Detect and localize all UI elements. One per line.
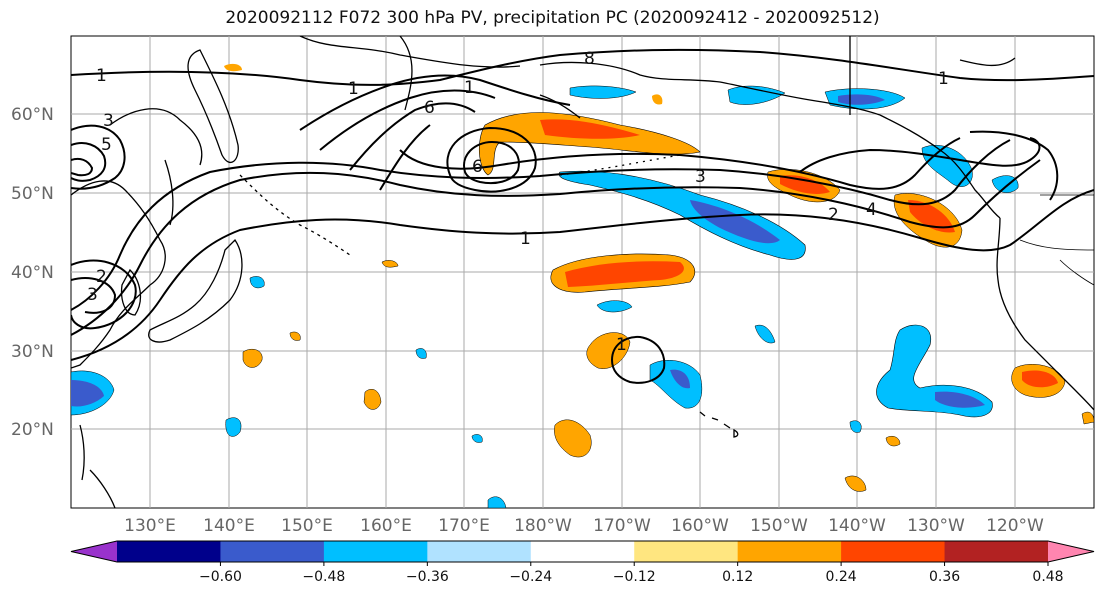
lon-label: 160°E (360, 516, 412, 536)
colorbar-tick-label: −0.48 (302, 569, 345, 585)
precip-negative-region (487, 496, 507, 508)
contour-label: 4 (866, 200, 877, 220)
contour-label: 3 (103, 111, 114, 131)
precip-strong-positive-region (780, 175, 830, 195)
precip-negative-region (754, 324, 776, 344)
colorbar-swatch (737, 541, 842, 562)
precip-strong-positive-region (540, 119, 640, 139)
lon-label: 130°W (907, 516, 965, 536)
precip-positive-region (652, 94, 663, 105)
precip-positive-region (479, 112, 701, 176)
contour-label: 1 (96, 66, 107, 86)
precip-positive-region (554, 419, 592, 458)
precip-positive-region (381, 260, 399, 268)
contour-labels: 1 1 1 1 1 2 2 3 3 3 4 5 6 6 8 1 (87, 49, 949, 355)
lon-label: 130°E (124, 516, 176, 536)
colorbar-outline (70, 540, 1095, 563)
colorbar-extend-low (71, 541, 117, 562)
lon-label: 120°W (986, 516, 1044, 536)
coastlines (71, 36, 1094, 508)
precip-positive-region (224, 63, 242, 72)
precip-negative-region (415, 348, 427, 359)
lat-label: 50°N (11, 184, 54, 204)
lat-label: 40°N (11, 263, 54, 283)
colorbar-swatch (117, 541, 221, 562)
precip-positive-region (844, 475, 867, 492)
contour-label: 6 (472, 157, 483, 177)
figure-title: 2020092112 F072 300 hPa PV, precipitatio… (225, 8, 880, 28)
lon-label: 150°W (750, 516, 808, 536)
precip-negative-region (849, 420, 862, 433)
precip-strong-negative-region (71, 380, 104, 407)
colorbar-swatch (323, 541, 428, 562)
colorbar-swatch (530, 541, 635, 562)
pv-contours (71, 48, 1094, 384)
lon-label: 140°W (828, 516, 886, 536)
precip-positive-region (1081, 411, 1094, 425)
precip-strong-negative-region (690, 200, 780, 244)
colorbar-tick-label: −0.24 (509, 569, 552, 585)
precip-positive-region (289, 331, 301, 341)
colorbar-swatch (220, 541, 325, 562)
pv-closed-contour (610, 335, 666, 384)
contour-label: 1 (616, 335, 627, 355)
colorbar-swatch (841, 541, 946, 562)
lat-label: 20°N (11, 420, 54, 440)
lat-label: 60°N (11, 105, 54, 125)
contour-label: 1 (464, 78, 475, 98)
contour-label: 2 (96, 267, 107, 287)
colorbar-tick-label: −0.36 (406, 569, 449, 585)
contour-label: 8 (584, 49, 595, 69)
contour-label: 5 (101, 135, 112, 155)
colorbar-tick-label: 0.36 (929, 569, 960, 585)
colorbar-tick-label: −0.60 (199, 569, 242, 585)
precip-positive-region (242, 349, 263, 368)
precip-negative-region (225, 417, 242, 437)
lon-label: 150°E (281, 516, 333, 536)
precip-positive-region (363, 389, 382, 410)
precip-strong-positive-region (565, 261, 684, 287)
colorbar: −0.60 −0.48 −0.36 −0.24 −0.12 0.12 0.24 0.36 0.4… (70, 540, 1095, 585)
precip-strong-negative-region (935, 391, 985, 408)
lon-label: 170°E (438, 516, 490, 536)
contour-label: 3 (695, 167, 706, 187)
latitude-labels: 60°N 50°N 40°N 30°N 20°N (11, 105, 54, 440)
precip-negative-region (471, 434, 483, 443)
lon-label: 140°E (203, 516, 255, 536)
colorbar-swatch (427, 541, 532, 562)
precip-strong-positive-region (1022, 370, 1058, 388)
lat-label: 30°N (11, 342, 54, 362)
colorbar-tick-label: 0.48 (1032, 569, 1063, 585)
contour-label: 1 (520, 229, 531, 249)
colorbar-tick-label: −0.12 (613, 569, 656, 585)
precip-negative-region (727, 85, 786, 105)
precip-negative-region (249, 276, 265, 289)
precip-positive-region (586, 332, 631, 369)
contour-label: 1 (938, 69, 949, 89)
precip-strong-positive-region (908, 200, 955, 233)
lon-label: 170°W (593, 516, 651, 536)
colorbar-swatch (634, 541, 739, 562)
contour-label: 1 (348, 79, 359, 99)
precip-strong-negative-region (670, 369, 690, 389)
lon-label: 180°W (514, 516, 572, 536)
colorbar-swatch (944, 541, 1049, 562)
precip-negative-region (596, 300, 633, 313)
colorbar-tick-label: 0.12 (722, 569, 753, 585)
precip-negative-region (569, 85, 637, 99)
lon-label: 160°W (671, 516, 729, 536)
colorbar-extend-high (1048, 541, 1094, 562)
precip-positive-region (885, 436, 901, 447)
precip-negative-region (991, 175, 1019, 193)
colorbar-tick-label: 0.24 (826, 569, 857, 585)
longitude-labels: 130°E 140°E 150°E 160°E 170°E 180°W 170°… (124, 516, 1044, 536)
contour-label: 3 (87, 285, 98, 305)
contour-label: 6 (424, 98, 435, 118)
contour-label: 2 (828, 205, 839, 225)
